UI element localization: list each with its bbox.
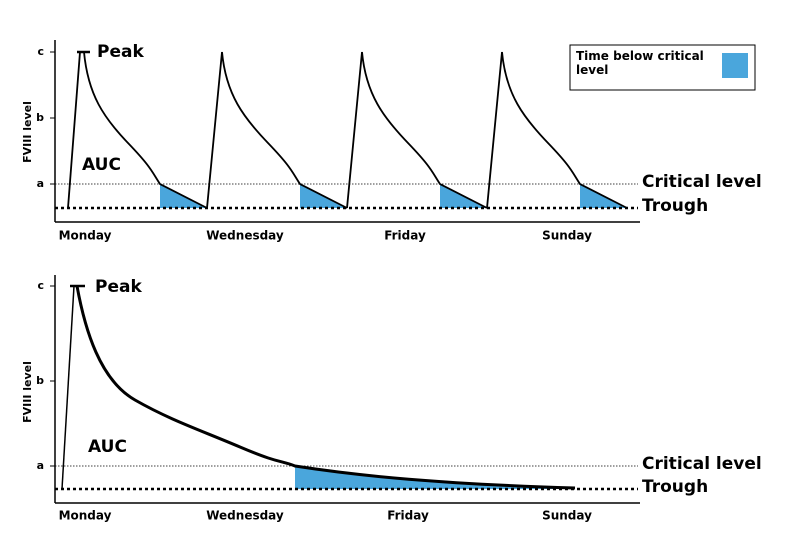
x-label: Monday — [59, 509, 112, 523]
cycle — [486, 51, 628, 209]
auc-label: AUC — [88, 437, 127, 457]
y-tick: b — [36, 111, 44, 124]
y-tick: c — [37, 45, 44, 58]
y-axis-label: FVIII level — [21, 101, 34, 163]
legend: Time below critical level — [569, 44, 756, 91]
cycle — [346, 51, 488, 209]
critical-label: Critical level — [642, 172, 762, 192]
x-label: Friday — [387, 509, 429, 523]
x-label: Sunday — [542, 509, 592, 523]
critical-label: Critical level — [642, 454, 762, 474]
cycle — [206, 51, 348, 209]
x-label: Wednesday — [206, 509, 284, 523]
cycles — [67, 51, 628, 209]
peak-label: Peak — [97, 42, 144, 62]
shade — [295, 466, 575, 489]
auc-label: AUC — [82, 155, 121, 175]
cycle — [67, 51, 208, 209]
curve — [206, 51, 348, 209]
curve — [75, 285, 576, 490]
y-tick: b — [36, 374, 44, 387]
legend-text-box: Time below critical level — [576, 49, 704, 77]
y-tick: a — [37, 459, 44, 472]
curve — [486, 51, 628, 209]
x-label: Monday — [59, 229, 112, 243]
rise — [61, 285, 75, 490]
y-axis-label: FVIII level — [21, 361, 34, 423]
trough-label: Trough — [642, 196, 708, 216]
y-tick: a — [37, 177, 44, 190]
curve — [67, 51, 208, 209]
peak-label: Peak — [95, 277, 142, 297]
x-label: Friday — [384, 229, 426, 243]
curve — [346, 51, 488, 209]
y-tick: c — [37, 279, 44, 292]
legend-swatch — [722, 53, 748, 78]
panel-top: c b a FVIII level Monday Wednesday Frida… — [21, 40, 762, 243]
trough-label: Trough — [642, 477, 708, 497]
panel-bottom: c b a FVIII level Monday Wednesday Frida… — [21, 275, 762, 523]
x-label: Sunday — [542, 229, 592, 243]
x-label: Wednesday — [206, 229, 284, 243]
legend-text: Time below critical level — [576, 49, 704, 77]
